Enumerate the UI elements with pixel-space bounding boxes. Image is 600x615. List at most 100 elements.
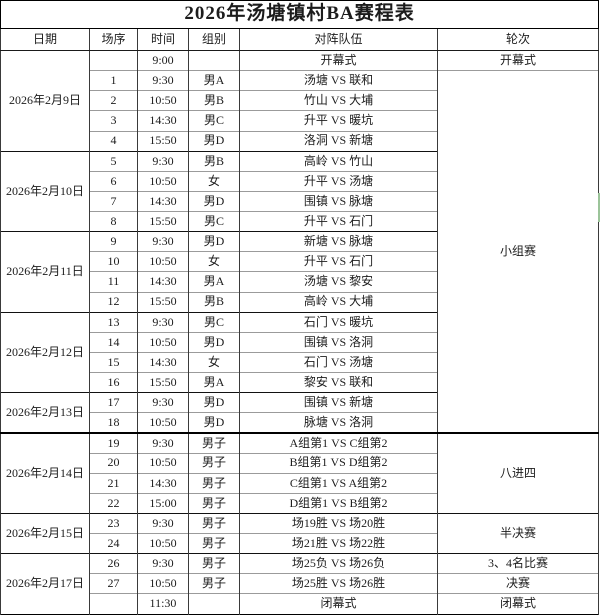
group-cell: 男子 xyxy=(188,472,240,494)
group-cell: 男C xyxy=(188,110,240,131)
table-row: 20 10:50 男子 B组第1 VS D组第2 xyxy=(1,452,599,474)
table-row: 2026年2月9日 9:00 开幕式 开幕式 xyxy=(0,49,600,152)
table-row: 6 10:50 女升平 VS 汤塘 xyxy=(1,170,599,192)
table-title-row: 2026年汤塘镇村BA赛程表 xyxy=(0,0,599,29)
teams-cell: 闭幕式 xyxy=(239,593,438,614)
col-header-no: 场序 xyxy=(89,28,138,51)
match-no-cell: 16 xyxy=(89,371,138,393)
col-header-group: 组别 xyxy=(188,28,240,51)
match-no-cell: 6 xyxy=(89,170,138,192)
time-cell: 9:30 xyxy=(137,431,189,453)
teams-cell: 竹山 VS 大埔 xyxy=(239,90,438,111)
group-cell: 男D xyxy=(188,190,240,212)
teams-cell: 黎安 VS 联和 xyxy=(239,371,438,393)
table-row: 18 10:50 男D 脉塘 VS 洛洞 xyxy=(1,412,599,433)
group-cell xyxy=(188,593,240,614)
match-no-cell: 3 xyxy=(89,110,138,131)
teams-cell: 场19胜 VS 场20胜 xyxy=(239,512,438,534)
match-no-cell: 19 xyxy=(89,431,138,453)
teams-cell: 升平 VS 汤塘 xyxy=(239,170,438,192)
col-header-round: 轮次 xyxy=(436,28,600,51)
teams-cell: B组第1 VS D组第2 xyxy=(239,452,438,474)
match-no-cell: 11 xyxy=(89,271,138,292)
table-row: 11 14:30 男A 汤塘 VS 黎安 xyxy=(1,271,599,292)
match-no-cell: 23 xyxy=(89,512,138,534)
teams-cell: A组第1 VS C组第2 xyxy=(239,431,438,453)
teams-cell: 场25负 VS 场26负 xyxy=(239,553,438,574)
group-cell: 女 xyxy=(188,351,240,373)
match-no-cell: 10 xyxy=(89,251,138,272)
teams-cell: D组第1 VS B组第2 xyxy=(239,492,438,514)
date-cell: 2026年2月13日 xyxy=(0,392,90,433)
time-cell: 9:30 xyxy=(137,231,189,252)
time-cell: 14:30 xyxy=(137,271,189,292)
match-no-cell: 12 xyxy=(89,291,138,313)
match-no-cell: 4 xyxy=(89,130,138,152)
group-cell: 女 xyxy=(188,251,240,272)
group-cell: 男子 xyxy=(188,553,240,574)
table-row: 14 10:50 男D 围镇 VS 洛洞 xyxy=(1,331,599,353)
teams-cell: 升平 VS 暖坑 xyxy=(239,110,438,131)
table-row: 8 15:50 男C 升平 VS 石门 xyxy=(1,210,599,232)
time-cell: 10:50 xyxy=(137,412,189,433)
round-cell: 闭幕式 xyxy=(436,593,600,614)
group-cell: 男子 xyxy=(188,512,240,534)
date-cell: 2026年2月9日 xyxy=(0,50,90,152)
time-cell: 10:50 xyxy=(137,573,189,594)
table-header-row: 日期 场序 时间 组别 对阵队伍 轮次 xyxy=(0,28,600,51)
table-row: 3 14:30 男C 升平 VS 暖坑 xyxy=(1,110,599,131)
time-cell: 9:00 xyxy=(137,49,189,71)
date-cell: 2026年2月15日 xyxy=(0,512,90,554)
group-cell: 男B xyxy=(188,90,240,111)
group-cell: 男子 xyxy=(188,492,240,514)
teams-cell: 石门 VS 暖坑 xyxy=(239,311,438,333)
time-cell: 9:30 xyxy=(137,553,189,574)
match-no-cell: 26 xyxy=(89,553,138,574)
table-row: 2026年2月15日 23 9:30 男子 场19胜 VS 场20胜 半决赛 xyxy=(0,512,600,554)
teams-cell: 场25胜 VS 场26胜 xyxy=(239,573,438,594)
teams-cell: 场21胜 VS 场22胜 xyxy=(239,532,438,554)
round-cell: 开幕式 xyxy=(436,49,600,71)
table-row: 11:30 闭幕式 闭幕式 xyxy=(1,593,600,614)
teams-cell: 开幕式 xyxy=(239,49,438,71)
scrollbar-fragment[interactable] xyxy=(598,193,600,222)
group-cell: 男D xyxy=(188,130,240,152)
table-row: 4 15:50 男D 洛洞 VS 新塘 xyxy=(1,130,599,152)
col-header-time: 时间 xyxy=(137,28,189,51)
time-cell: 10:50 xyxy=(137,251,189,272)
teams-cell: 高岭 VS 大埔 xyxy=(239,291,438,313)
match-no-cell: 22 xyxy=(89,492,138,514)
time-cell: 10:50 xyxy=(137,90,189,111)
table-row: 24 10:50 男子 场21胜 VS 场22胜 xyxy=(1,532,599,554)
match-no-cell: 17 xyxy=(89,392,138,413)
time-cell: 10:50 xyxy=(137,452,189,474)
table-row: 21 14:30 男子 C组第1 VS A组第2 xyxy=(1,472,599,494)
table-row: 2026年2月12日 13 9:30 男C 石门 VS 暖坑 xyxy=(0,311,599,393)
group-cell: 男D xyxy=(188,331,240,353)
group-cell: 男子 xyxy=(188,431,240,453)
table-row: 1 9:30 男A 汤塘 VS 联和 小组赛 xyxy=(1,70,600,433)
group-cell: 男C xyxy=(188,210,240,232)
table-row: 2026年2月11日 9 9:30 男D 新塘 VS 脉塘 xyxy=(0,231,599,313)
match-no-cell: 5 xyxy=(89,150,138,172)
match-no-cell: 24 xyxy=(89,532,138,554)
table-row: 7 14:30 男D 围镇 VS 脉塘 xyxy=(1,190,599,212)
round-cell: 3、4名比赛 xyxy=(436,553,600,574)
match-no-cell: 21 xyxy=(89,472,138,494)
match-no-cell: 13 xyxy=(89,311,138,333)
time-cell: 14:30 xyxy=(137,190,189,212)
table-row: 16 15:50 男A 黎安 VS 联和 xyxy=(1,371,599,393)
group-cell: 男D xyxy=(188,231,240,252)
group-cell: 女 xyxy=(188,170,240,192)
teams-cell: 石门 VS 汤塘 xyxy=(239,351,438,373)
match-no-cell: 18 xyxy=(89,412,138,433)
teams-cell: C组第1 VS A组第2 xyxy=(239,472,438,494)
group-cell: 男D xyxy=(188,392,240,413)
match-no-cell: 9 xyxy=(89,231,138,252)
teams-cell: 洛洞 VS 新塘 xyxy=(239,130,438,152)
round-cell: 决赛 xyxy=(436,573,600,594)
time-cell: 9:30 xyxy=(137,311,189,333)
match-no-cell xyxy=(89,49,138,71)
teams-cell: 围镇 VS 新塘 xyxy=(239,392,438,413)
